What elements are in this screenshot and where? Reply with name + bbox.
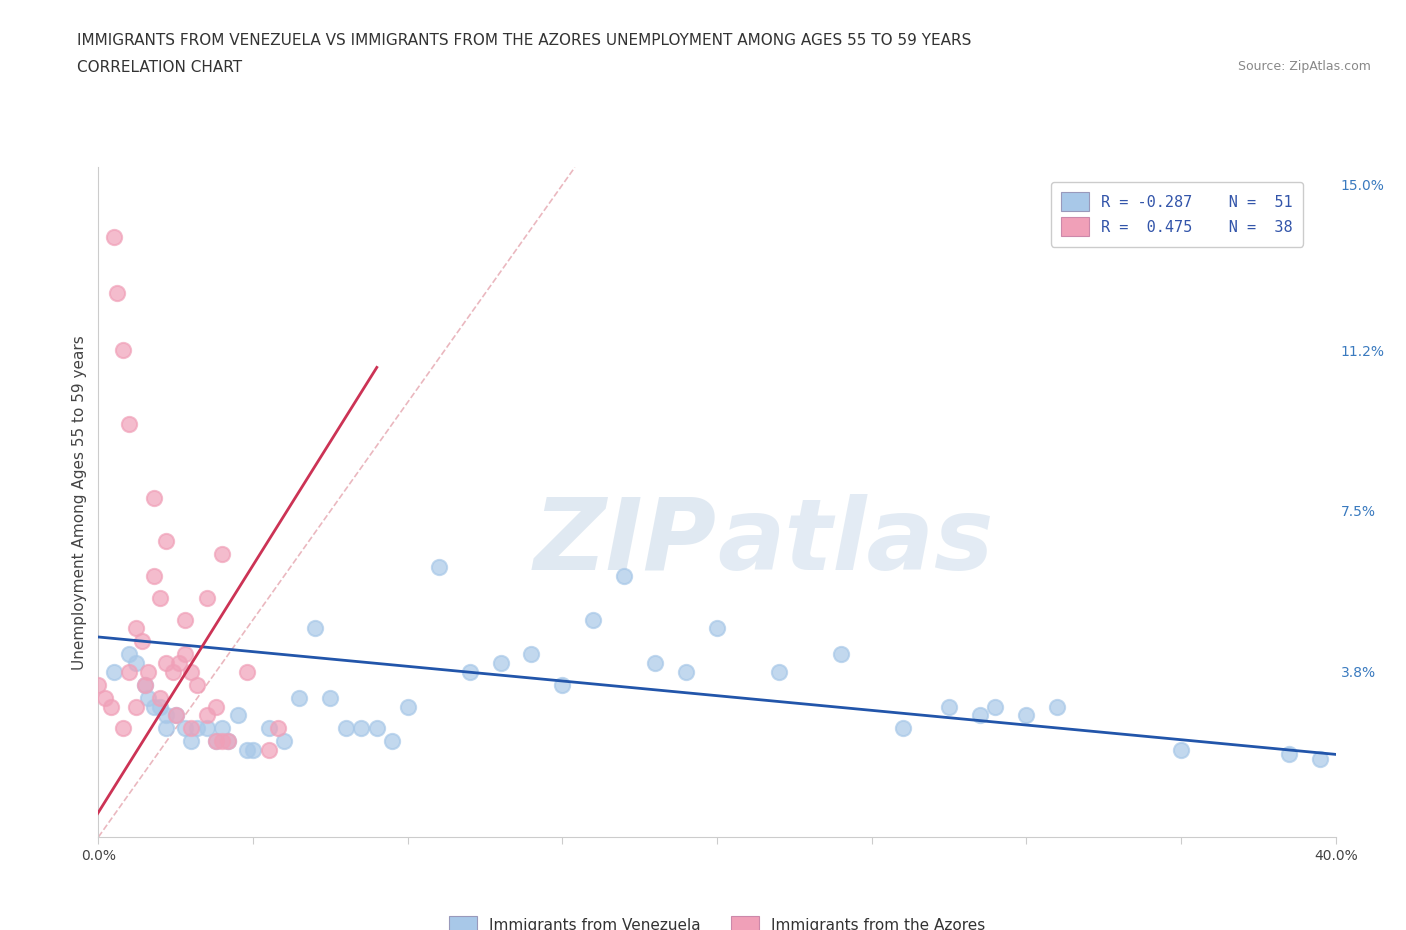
Point — [149, 699, 172, 714]
Point — [458, 664, 481, 679]
Point — [155, 656, 177, 671]
Point — [180, 664, 202, 679]
Point — [205, 734, 228, 749]
Point — [174, 721, 197, 736]
Point — [87, 677, 110, 692]
Point — [186, 721, 208, 736]
Point — [984, 699, 1007, 714]
Point — [613, 568, 636, 583]
Point — [155, 721, 177, 736]
Point — [205, 699, 228, 714]
Point — [162, 664, 184, 679]
Point — [143, 568, 166, 583]
Point — [489, 656, 512, 671]
Point — [136, 690, 159, 705]
Point — [236, 742, 259, 757]
Point — [124, 621, 146, 636]
Point — [112, 342, 135, 357]
Text: IMMIGRANTS FROM VENEZUELA VS IMMIGRANTS FROM THE AZORES UNEMPLOYMENT AMONG AGES : IMMIGRANTS FROM VENEZUELA VS IMMIGRANTS … — [77, 33, 972, 47]
Point — [100, 699, 122, 714]
Point — [644, 656, 666, 671]
Point — [149, 591, 172, 605]
Point — [304, 621, 326, 636]
Point — [124, 656, 146, 671]
Point — [217, 734, 239, 749]
Point — [582, 612, 605, 627]
Point — [520, 647, 543, 662]
Point — [167, 656, 190, 671]
Point — [891, 721, 914, 736]
Point — [118, 647, 141, 662]
Point — [195, 708, 218, 723]
Point — [174, 612, 197, 627]
Point — [155, 534, 177, 549]
Point — [1309, 751, 1331, 766]
Legend: Immigrants from Venezuela, Immigrants from the Azores: Immigrants from Venezuela, Immigrants fr… — [441, 909, 993, 930]
Point — [381, 734, 404, 749]
Point — [706, 621, 728, 636]
Point — [105, 286, 128, 301]
Text: ZIP: ZIP — [534, 494, 717, 591]
Point — [165, 708, 187, 723]
Point — [211, 734, 233, 749]
Point — [136, 664, 159, 679]
Point — [211, 547, 233, 562]
Point — [830, 647, 852, 662]
Text: CORRELATION CHART: CORRELATION CHART — [77, 60, 242, 75]
Point — [131, 634, 153, 649]
Point — [165, 708, 187, 723]
Point — [938, 699, 960, 714]
Point — [205, 734, 228, 749]
Point — [134, 677, 156, 692]
Point — [396, 699, 419, 714]
Point — [226, 708, 249, 723]
Point — [118, 664, 141, 679]
Point — [273, 734, 295, 749]
Point — [768, 664, 790, 679]
Point — [195, 591, 218, 605]
Point — [124, 699, 146, 714]
Text: atlas: atlas — [717, 494, 994, 591]
Point — [211, 721, 233, 736]
Point — [350, 721, 373, 736]
Point — [112, 721, 135, 736]
Point — [236, 664, 259, 679]
Point — [143, 699, 166, 714]
Point — [93, 690, 115, 705]
Point — [118, 417, 141, 432]
Point — [1278, 747, 1301, 762]
Point — [143, 490, 166, 505]
Point — [319, 690, 342, 705]
Point — [267, 721, 290, 736]
Point — [675, 664, 697, 679]
Point — [242, 742, 264, 757]
Point — [195, 721, 218, 736]
Point — [366, 721, 388, 736]
Point — [1046, 699, 1069, 714]
Point — [149, 690, 172, 705]
Point — [103, 230, 125, 245]
Point — [335, 721, 357, 736]
Point — [155, 708, 177, 723]
Point — [186, 677, 208, 692]
Point — [551, 677, 574, 692]
Point — [257, 721, 280, 736]
Point — [969, 708, 991, 723]
Y-axis label: Unemployment Among Ages 55 to 59 years: Unemployment Among Ages 55 to 59 years — [72, 335, 87, 670]
Point — [217, 734, 239, 749]
Point — [1015, 708, 1038, 723]
Point — [1170, 742, 1192, 757]
Point — [257, 742, 280, 757]
Point — [180, 721, 202, 736]
Point — [103, 664, 125, 679]
Point — [134, 677, 156, 692]
Text: Source: ZipAtlas.com: Source: ZipAtlas.com — [1237, 60, 1371, 73]
Point — [427, 560, 450, 575]
Point — [288, 690, 311, 705]
Point — [180, 734, 202, 749]
Point — [174, 647, 197, 662]
